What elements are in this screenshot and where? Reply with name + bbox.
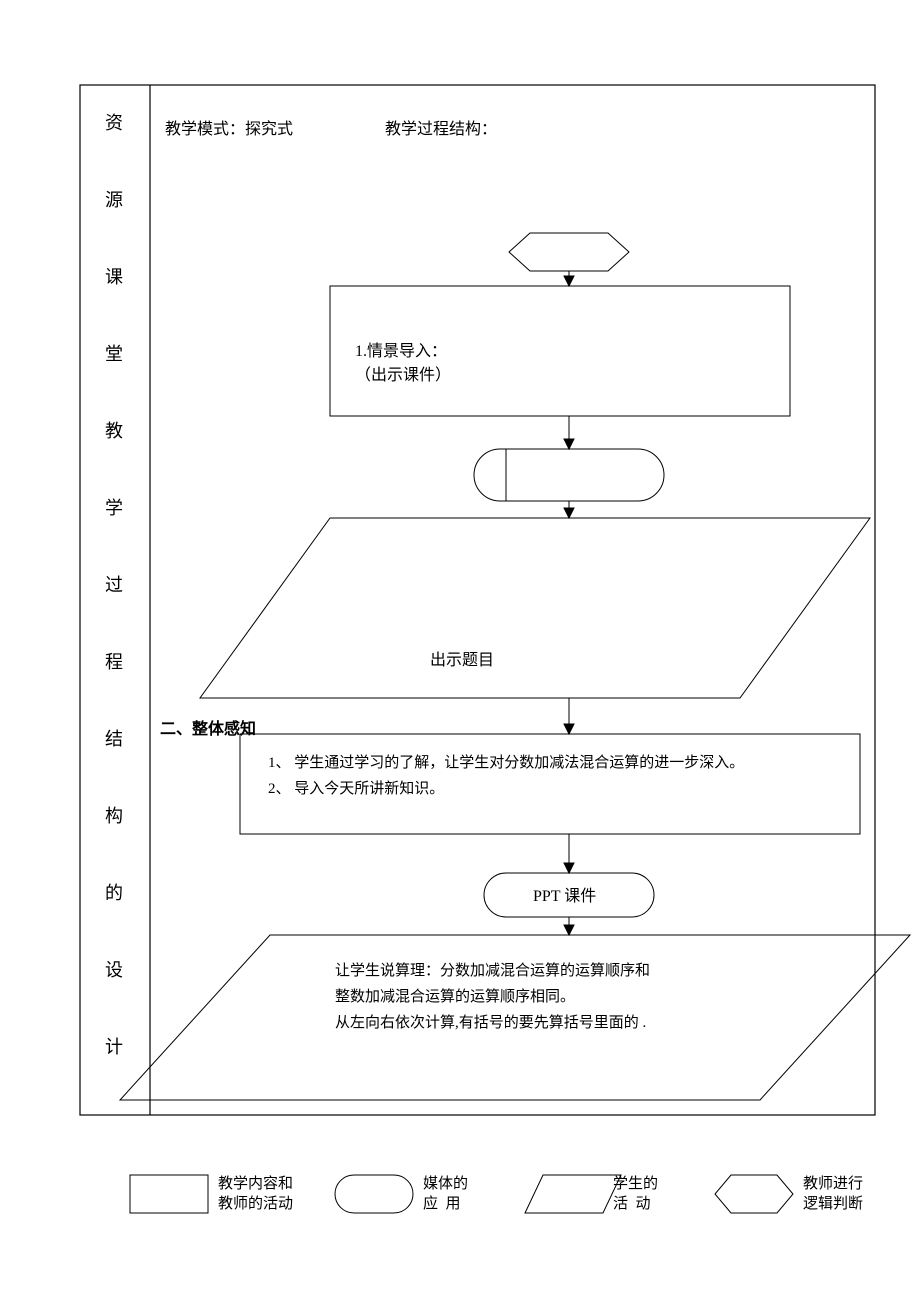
diagram-stage: 资源课堂教学过程结构的设计 教学模式：探究式 教学过程结构： 二、整体感知 1.情景导入…: [0, 0, 920, 1302]
section-2-title: 二、整体感知: [160, 718, 256, 742]
teaching-mode: 教学模式：探究式: [165, 118, 293, 142]
sidebar-char: 教: [105, 418, 123, 445]
capsule2-label: PPT 课件: [533, 885, 596, 909]
sidebar-char: 结: [105, 726, 123, 753]
legend-label: 教师的活动: [218, 1193, 293, 1216]
sidebar-char: 堂: [105, 341, 123, 368]
sidebar-char: 的: [105, 880, 123, 907]
sidebar-char: 程: [105, 649, 123, 676]
sidebar-char: 设: [105, 957, 123, 984]
sidebar-char: 过: [105, 572, 123, 599]
legend-label: 逻辑判断: [803, 1193, 863, 1216]
legend-label: 活 动: [613, 1193, 651, 1216]
para2-line: 从左向右依次计算,有括号的要先算括号里面的 .: [335, 1012, 646, 1035]
sidebar-char: 学: [105, 495, 123, 522]
sidebar-char: 资: [105, 110, 123, 137]
sidebar-char: 课: [105, 264, 123, 291]
box1-line: 1.情景导入：: [355, 340, 447, 364]
para1-label: 出示题目: [430, 649, 494, 673]
box2-line: 1、 学生通过学习的了解，让学生对分数加减法混合运算的进一步深入。: [268, 752, 848, 775]
legend-label: 应 用: [423, 1193, 461, 1216]
sidebar-char: 源: [105, 187, 123, 214]
box1-line: （出示课件）: [355, 364, 451, 388]
sidebar-char: 构: [105, 803, 123, 830]
structure-label: 教学过程结构：: [385, 118, 497, 142]
para2-line: 整数加减混合运算的运算顺序相同。: [335, 986, 575, 1009]
box2-line: 2、 导入今天所讲新知识。: [268, 778, 848, 801]
para2-line: 让学生说算理：分数加减混合运算的运算顺序和: [335, 960, 650, 983]
sidebar-char: 计: [105, 1034, 123, 1061]
